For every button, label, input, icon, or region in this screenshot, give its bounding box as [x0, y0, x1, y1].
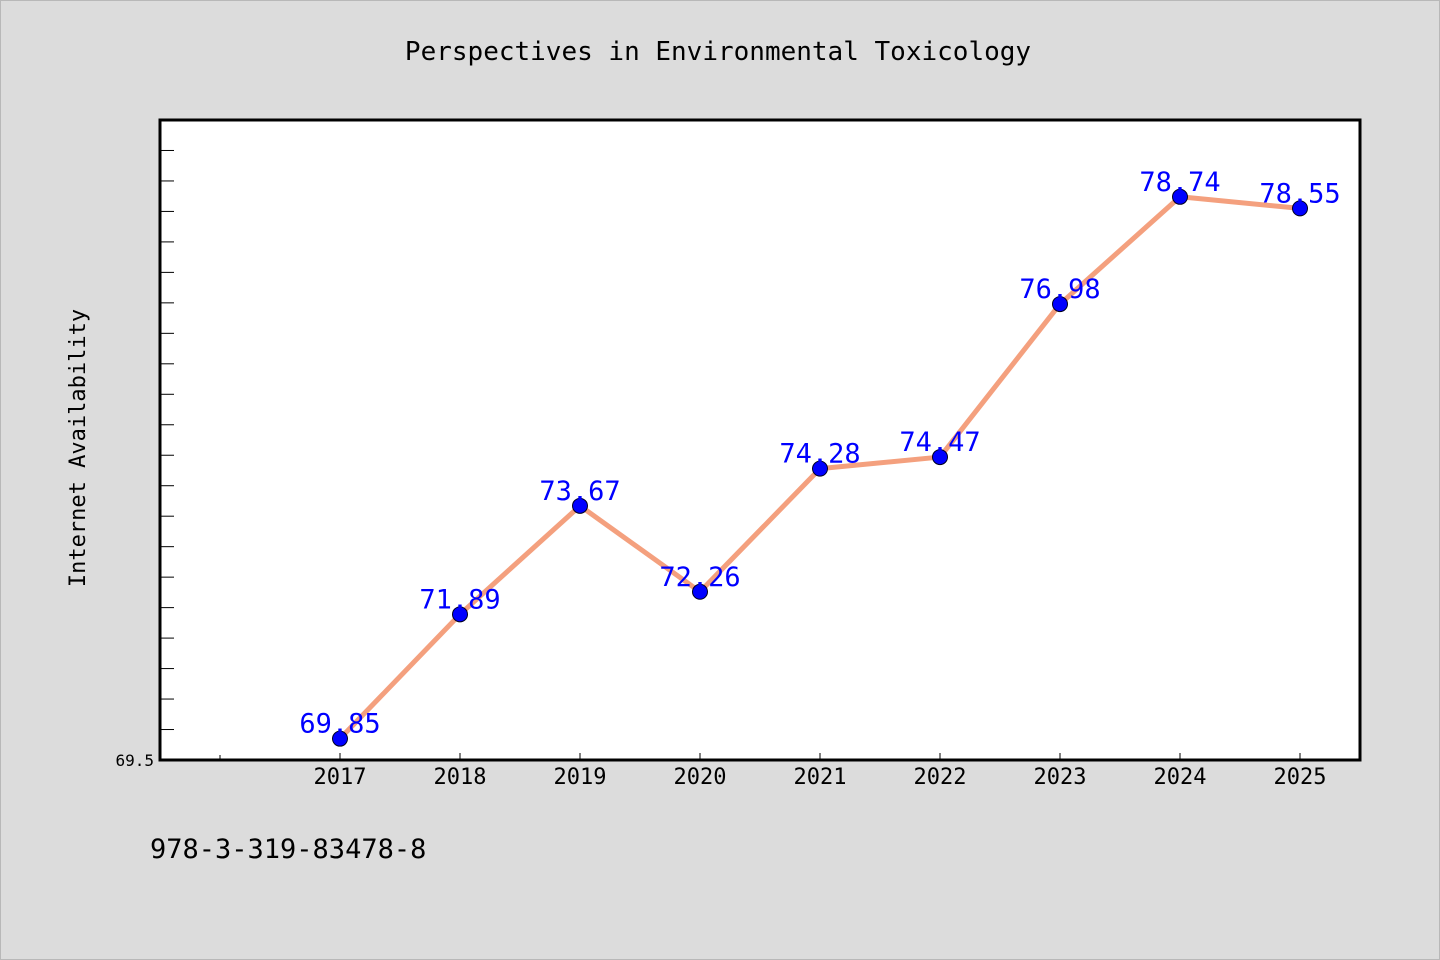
data-point-marker [1292, 200, 1308, 217]
data-label: 74.28 [779, 439, 860, 470]
x-axis-tick-labels: 2017 2018 2019 2020 2021 2022 2023 2024 2025 [314, 765, 1327, 790]
y-axis-ticks [160, 149, 174, 731]
x-tick-label: 2019 [554, 765, 607, 790]
x-tick-label: 2018 [434, 765, 487, 790]
y-axis-label: Internet Availability [66, 309, 91, 587]
data-point-marker [1172, 188, 1188, 205]
data-label: 78.55 [1259, 178, 1340, 209]
data-label: 74.47 [899, 427, 980, 458]
data-point-marker [812, 460, 828, 477]
data-label: 73.67 [539, 476, 620, 507]
y-axis-tick-labels: 69.5 [115, 751, 154, 770]
data-label: 72.26 [659, 562, 740, 593]
x-axis-ticks [219, 753, 1301, 760]
data-point-marker [572, 497, 588, 514]
data-point-marker [692, 583, 708, 600]
isbn-footnote: 978-3-319-83478-8 [150, 834, 427, 865]
series-markers [332, 188, 1308, 747]
data-point-marker [1052, 296, 1068, 313]
data-label: 71.89 [419, 584, 500, 615]
x-tick-label: 2023 [1034, 765, 1087, 790]
data-labels: 69.85 71.89 73.67 72.26 74.28 74.47 76.98 78.74… [299, 167, 1340, 740]
x-tick-label: 2020 [674, 765, 727, 790]
x-tick-label: 2024 [1154, 765, 1207, 790]
y-tick-label: 69.5 [115, 751, 154, 770]
x-tick-label: 2017 [314, 765, 367, 790]
data-point-marker [332, 730, 348, 747]
data-label: 69.85 [299, 709, 380, 740]
x-tick-label: 2025 [1274, 765, 1327, 790]
data-label: 76.98 [1019, 274, 1100, 305]
x-tick-label: 2021 [794, 765, 847, 790]
data-point-marker [932, 449, 948, 466]
x-tick-label: 2022 [914, 765, 967, 790]
chart-title: Perspectives in Environmental Toxicology [405, 37, 1031, 67]
data-point-marker [452, 606, 468, 623]
plot-area [158, 118, 1362, 762]
data-label: 78.74 [1139, 167, 1220, 198]
